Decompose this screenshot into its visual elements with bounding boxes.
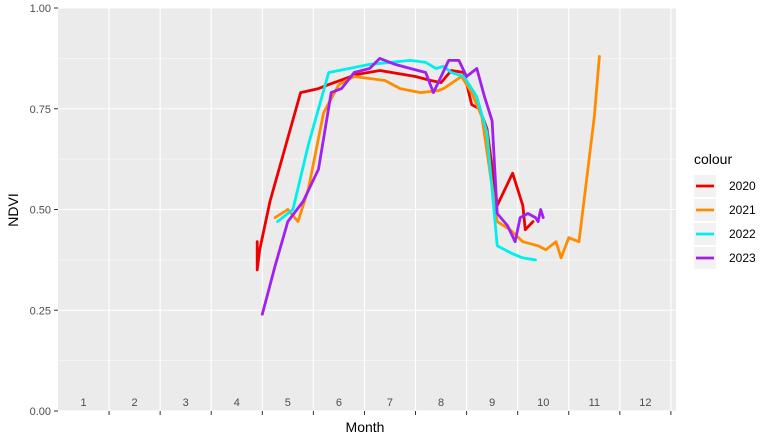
- legend: colour 2020 2021 2022 2023: [694, 151, 756, 269]
- y-tick-label: 1.00: [30, 3, 51, 15]
- y-tick-label: 0.00: [30, 406, 51, 418]
- y-axis-title: NDVI: [5, 193, 21, 226]
- series-line-2023: [260, 57, 545, 316]
- month-label: 2: [132, 397, 138, 409]
- y-tick-label: 0.50: [30, 205, 51, 217]
- month-label: 5: [285, 397, 291, 409]
- legend-label-2020: 2020: [729, 179, 756, 193]
- month-label: 4: [234, 397, 240, 409]
- series-layer: [255, 55, 601, 316]
- y-tick-label: 0.25: [30, 305, 51, 317]
- month-label: 9: [489, 397, 495, 409]
- axes: 0.000.250.500.751.001 2 3 4 5 6 7 8 9 10 11 12: [30, 3, 672, 418]
- legend-label-2023: 2023: [729, 251, 756, 265]
- month-label: 10: [537, 397, 549, 409]
- month-label: 1: [80, 397, 86, 409]
- month-label: 11: [589, 397, 600, 409]
- month-label: 8: [438, 397, 444, 409]
- series-line-2021: [273, 55, 601, 260]
- month-label: 6: [336, 397, 342, 409]
- month-label: 3: [183, 397, 189, 409]
- grid-lines: [58, 7, 676, 412]
- legend-title: colour: [694, 151, 732, 167]
- series-line-2022: [276, 59, 537, 262]
- y-tick-label: 0.75: [30, 104, 51, 116]
- month-label: 12: [639, 397, 651, 409]
- legend-label-2021: 2021: [729, 203, 756, 217]
- series-line-2020: [255, 69, 535, 272]
- legend-label-2022: 2022: [729, 227, 756, 241]
- month-label: 7: [387, 397, 393, 409]
- x-axis-title: Month: [346, 419, 385, 435]
